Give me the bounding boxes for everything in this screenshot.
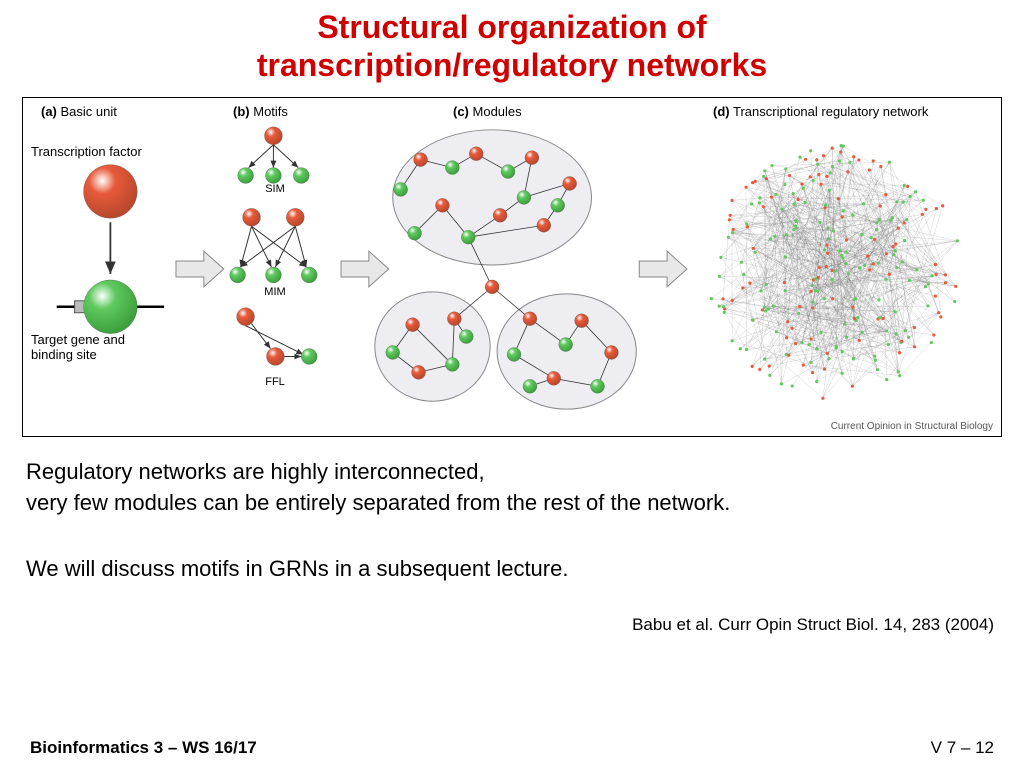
panel-a-label: (a) Basic unit [41, 104, 117, 119]
footer: Bioinformatics 3 – WS 16/17 V 7 – 12 [0, 738, 1024, 758]
figure-svg [23, 98, 1001, 436]
title-line-2: transcription/regulatory networks [0, 46, 1024, 84]
footer-right: V 7 – 12 [931, 738, 994, 758]
slide-title: Structural organization of transcription… [0, 0, 1024, 85]
panel-c-label: (c) Modules [453, 104, 522, 119]
mim-label: MIM [255, 286, 295, 298]
figure: (a) Basic unit (b) Motifs (c) Modules (d… [22, 97, 1002, 437]
panel-b-label: (b) Motifs [233, 104, 288, 119]
footer-left: Bioinformatics 3 – WS 16/17 [30, 738, 257, 758]
panel-d-label: (d) Transcriptional regulatory network [713, 104, 928, 119]
title-line-1: Structural organization of [0, 8, 1024, 46]
sim-label: SIM [255, 183, 295, 195]
target-label: Target gene andbinding site [31, 332, 125, 362]
tf-label: Transcription factor [31, 144, 142, 159]
citation: Babu et al. Curr Opin Struct Biol. 14, 2… [0, 615, 994, 635]
figure-source: Current Opinion in Structural Biology [831, 421, 993, 432]
body-paragraph-1: Regulatory networks are highly interconn… [26, 457, 998, 519]
body-paragraph-2: We will discuss motifs in GRNs in a subs… [26, 554, 998, 585]
ffl-label: FFL [255, 376, 295, 388]
